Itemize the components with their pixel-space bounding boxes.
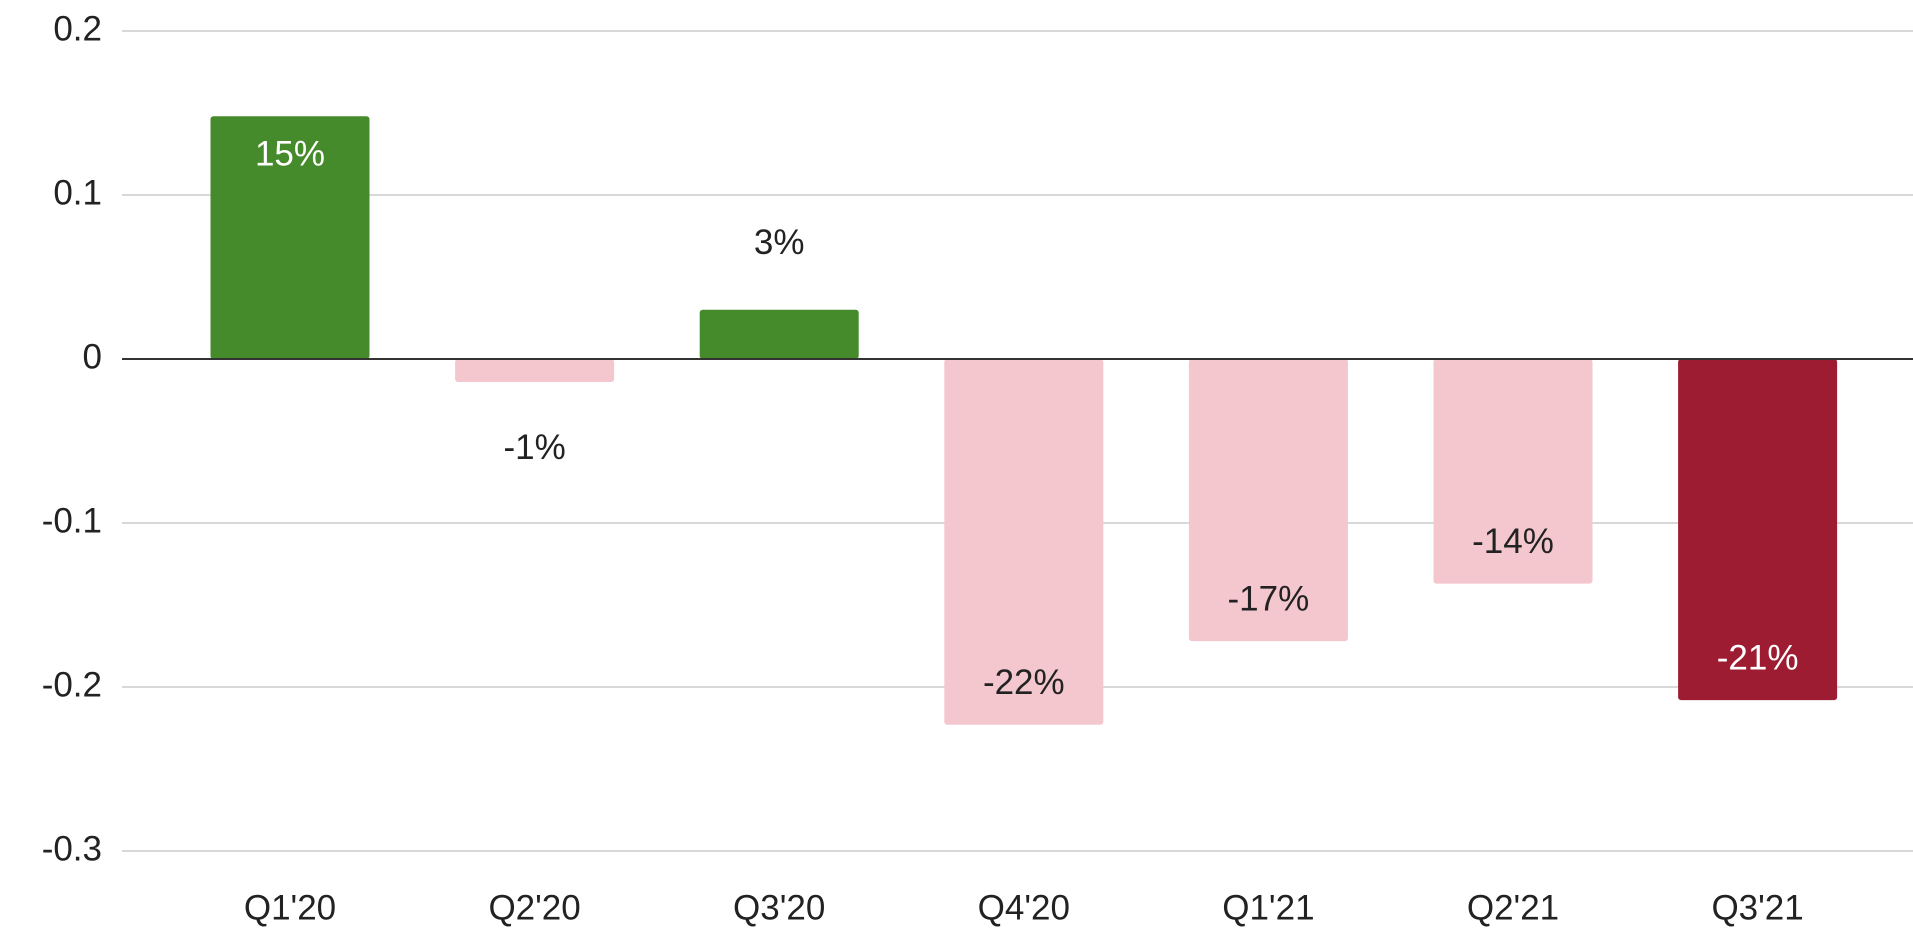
y-tick-label: -0.1 [42,501,102,540]
bar [1678,359,1838,701]
y-tick-label: -0.3 [42,829,102,868]
data-label: -17% [1228,579,1310,618]
data-label: 3% [754,223,805,262]
y-tick-label: 0 [83,337,102,376]
data-label: -22% [983,663,1065,702]
bar [1433,359,1593,584]
x-tick-label: Q2'21 [1467,888,1559,927]
x-tick-label: Q3'20 [733,888,825,927]
y-tick-label: -0.2 [42,665,102,704]
bar [210,116,370,359]
data-label: 15% [255,135,325,174]
data-label: -1% [503,428,565,467]
bar [1188,359,1348,642]
x-tick-label: Q3'21 [1711,888,1803,927]
data-label: -21% [1717,638,1799,677]
y-tick-label: 0.2 [53,9,102,48]
data-label: -14% [1472,522,1554,561]
bar [455,359,615,382]
x-tick-label: Q4'20 [978,888,1070,927]
x-tick-label: Q1'21 [1222,888,1314,927]
bar [944,359,1104,725]
x-tick-label: Q2'20 [488,888,580,927]
bar [699,309,859,359]
y-tick-label: 0.1 [53,173,102,212]
x-tick-label: Q1'20 [244,888,336,927]
